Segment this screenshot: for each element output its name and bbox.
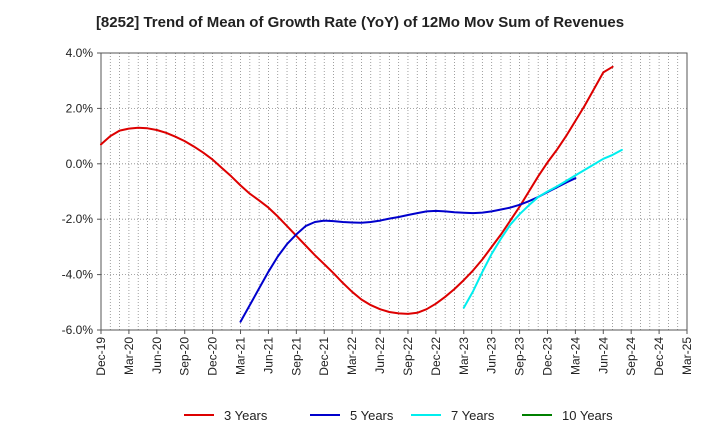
x-tick-label: Dec-20 bbox=[206, 337, 220, 376]
x-tick-label: Mar-22 bbox=[345, 337, 359, 375]
series-line-5-years bbox=[239, 177, 577, 323]
legend-label-5-years: 5 Years bbox=[350, 408, 394, 423]
x-tick-label: Dec-21 bbox=[317, 337, 331, 376]
x-tick-label: Sep-24 bbox=[624, 337, 638, 376]
plot-frame bbox=[100, 52, 688, 331]
legend-label-10-years: 10 Years bbox=[562, 408, 613, 423]
grid bbox=[101, 53, 687, 330]
x-tick-label: Dec-23 bbox=[540, 337, 554, 376]
y-tick-label: -6.0% bbox=[62, 323, 94, 337]
x-tick-label: Dec-24 bbox=[652, 337, 666, 376]
chart-title: [8252] Trend of Mean of Growth Rate (YoY… bbox=[95, 14, 625, 31]
x-tick-label: Dec-22 bbox=[429, 337, 443, 376]
legend-label-3-years: 3 Years bbox=[224, 408, 268, 423]
y-tick-label: 2.0% bbox=[66, 101, 94, 115]
x-tick-label: Sep-23 bbox=[513, 337, 527, 376]
x-tick-label: Dec-19 bbox=[94, 337, 108, 376]
x-axis-ticks: Dec-19 Mar-20 Jun-20 Sep-20 Dec-20 Mar-21 Jun-… bbox=[94, 330, 694, 376]
x-tick-label: Sep-20 bbox=[178, 337, 192, 376]
x-tick-label: Jun-21 bbox=[261, 337, 275, 374]
y-tick-label: -4.0% bbox=[62, 268, 94, 282]
x-tick-label: Sep-21 bbox=[289, 337, 303, 376]
x-tick-label: Mar-21 bbox=[234, 337, 248, 375]
x-tick-label: Mar-25 bbox=[680, 337, 694, 375]
x-tick-label: Mar-20 bbox=[122, 337, 136, 375]
series-line-3-years bbox=[100, 65, 614, 315]
y-tick-label: -2.0% bbox=[62, 212, 94, 226]
y-tick-label: 0.0% bbox=[66, 157, 94, 171]
x-tick-label: Sep-22 bbox=[401, 337, 415, 376]
series-line-7-years bbox=[462, 148, 623, 309]
legend: 3 Years 5 Years 7 Years 10 Years bbox=[184, 408, 613, 423]
x-tick-label: Jun-24 bbox=[596, 337, 610, 374]
legend-label-7-years: 7 Years bbox=[451, 408, 495, 423]
x-tick-label: Mar-23 bbox=[457, 337, 471, 375]
y-tick-label: 4.0% bbox=[66, 46, 94, 60]
x-tick-label: Jun-23 bbox=[485, 337, 499, 374]
x-tick-label: Jun-22 bbox=[373, 337, 387, 374]
x-tick-label: Jun-20 bbox=[150, 337, 164, 374]
x-tick-label: Mar-24 bbox=[568, 337, 582, 375]
y-axis-ticks: 4.0% 2.0% 0.0% -2.0% -4.0% -6.0% bbox=[62, 46, 101, 337]
series-lines bbox=[100, 65, 623, 323]
